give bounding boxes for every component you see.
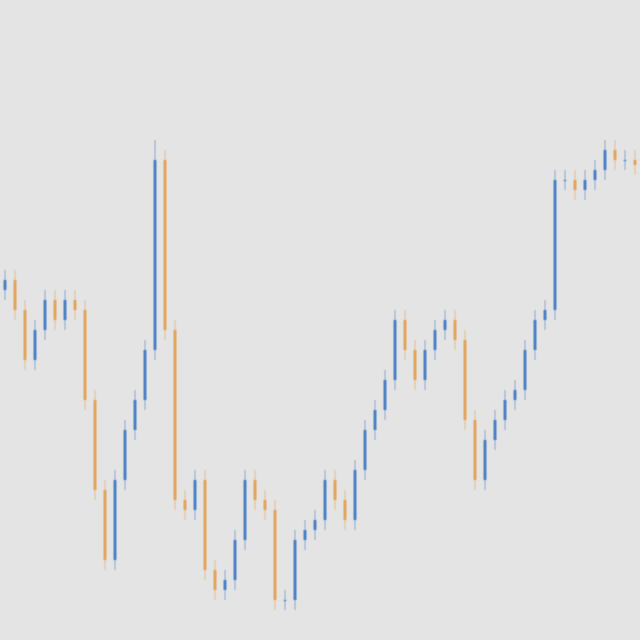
candle-body bbox=[323, 480, 327, 520]
candle-body bbox=[333, 480, 337, 500]
candle-body bbox=[353, 470, 357, 520]
candle-body bbox=[513, 390, 517, 400]
candle-body bbox=[183, 500, 187, 510]
candle-body bbox=[543, 310, 547, 320]
candle-body bbox=[143, 350, 147, 400]
candle-body bbox=[463, 340, 467, 420]
candle-body bbox=[303, 530, 307, 540]
candle-body bbox=[613, 150, 617, 160]
candle-body bbox=[273, 510, 277, 600]
candle-body bbox=[73, 300, 77, 310]
candle-body bbox=[63, 300, 67, 320]
candle-body bbox=[3, 280, 7, 290]
candle-body bbox=[283, 600, 287, 601]
candle-body bbox=[583, 180, 587, 190]
candle-body bbox=[313, 520, 317, 530]
candle-body bbox=[293, 540, 297, 600]
candle-body bbox=[443, 320, 447, 330]
candle-body bbox=[203, 480, 207, 570]
candle-body bbox=[383, 380, 387, 410]
candle-body bbox=[13, 280, 17, 310]
candle-body bbox=[43, 300, 47, 330]
candle-body bbox=[153, 160, 157, 350]
candle-body bbox=[493, 420, 497, 440]
candle-body bbox=[133, 400, 137, 430]
candle-body bbox=[193, 480, 197, 510]
candle-body bbox=[523, 350, 527, 390]
candle-body bbox=[483, 440, 487, 480]
candle-body bbox=[163, 160, 167, 330]
candle-body bbox=[23, 310, 27, 360]
candle-body bbox=[53, 300, 57, 320]
candle-body bbox=[503, 400, 507, 420]
candle-body bbox=[573, 180, 577, 190]
candle-body bbox=[263, 500, 267, 510]
candle-body bbox=[533, 320, 537, 350]
candle-body bbox=[103, 490, 107, 560]
candle-body bbox=[173, 330, 177, 500]
candle-body bbox=[83, 310, 87, 400]
candle-body bbox=[253, 480, 257, 500]
candle-body bbox=[423, 350, 427, 380]
candle-body bbox=[403, 320, 407, 350]
candle-body bbox=[593, 170, 597, 180]
candle-body bbox=[453, 320, 457, 340]
candle-body bbox=[373, 410, 377, 430]
candle-body bbox=[393, 320, 397, 380]
candle-body bbox=[563, 180, 567, 181]
candle-body bbox=[553, 180, 557, 310]
candle-body bbox=[623, 160, 627, 161]
candle-body bbox=[113, 480, 117, 560]
candle-body bbox=[343, 500, 347, 520]
candle-body bbox=[433, 330, 437, 350]
candle-body bbox=[123, 430, 127, 480]
candle-body bbox=[213, 570, 217, 590]
candle-body bbox=[603, 150, 607, 170]
candle-body bbox=[33, 330, 37, 360]
candle-body bbox=[223, 580, 227, 590]
candle-body bbox=[633, 160, 637, 165]
candle-body bbox=[363, 430, 367, 470]
candle-body bbox=[473, 420, 477, 480]
candle-body bbox=[243, 480, 247, 540]
candle-body bbox=[413, 350, 417, 380]
candle-body bbox=[93, 400, 97, 490]
candle-body bbox=[233, 540, 237, 580]
